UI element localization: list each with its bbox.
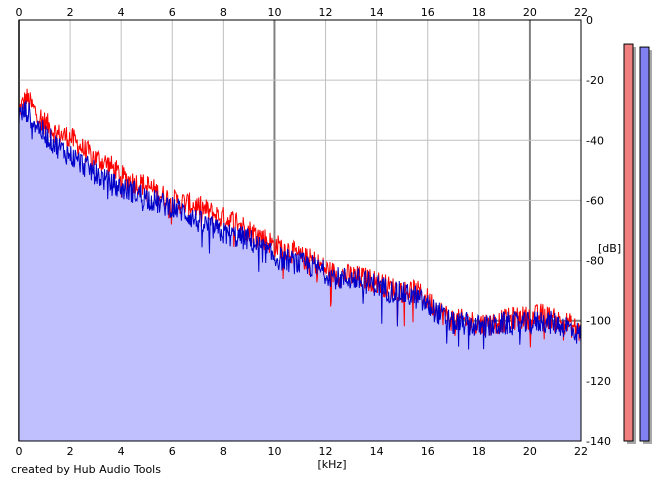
y-axis-label: [dB]	[598, 242, 621, 255]
x-tick-label-bottom: 6	[169, 445, 176, 458]
spectrum-series	[18, 88, 582, 350]
spectrum-fill-area	[19, 100, 581, 441]
x-tick-label-bottom: 22	[574, 445, 588, 458]
x-tick-label-top: 18	[472, 6, 486, 19]
x-tick-label-top: 0	[16, 6, 23, 19]
x-tick-label-bottom: 0	[16, 445, 23, 458]
x-tick-label-top: 16	[421, 6, 435, 19]
x-tick-label-top: 20	[523, 6, 537, 19]
y-axis-ticks: 0 -20 -40 -60 -80 -100 -120 -140	[586, 14, 611, 448]
x-tick-label-bottom: 14	[370, 445, 384, 458]
x-tick-label-bottom: 18	[472, 445, 486, 458]
y-tick-label: -120	[586, 375, 611, 388]
x-tick-label-bottom: 8	[220, 445, 227, 458]
x-axis-label: [kHz]	[318, 458, 347, 471]
y-tick-label: -40	[586, 134, 604, 147]
x-tick-label-top: 8	[220, 6, 227, 19]
spectrum-fill-area	[19, 100, 581, 441]
y-tick-label: -60	[586, 194, 604, 207]
plot-frame	[18, 19, 582, 442]
x-tick-label-bottom: 12	[319, 445, 333, 458]
x-tick-label-top: 12	[319, 6, 333, 19]
plot-border	[18, 19, 582, 442]
y-tick-label: -20	[586, 74, 604, 87]
x-tick-label-bottom: 2	[67, 445, 74, 458]
y-tick-label: -140	[586, 435, 611, 448]
x-tick-label-bottom: 4	[118, 445, 125, 458]
x-tick-label-bottom: 20	[523, 445, 537, 458]
x-tick-label-top: 6	[169, 6, 176, 19]
level-meter-left	[623, 43, 634, 442]
x-tick-label-top: 10	[267, 6, 281, 19]
x-axis-bottom-ticks: 0 2 4 6 8 10 12 14 16 18 20 22	[16, 445, 589, 458]
credit-text: created by Hub Audio Tools	[11, 463, 161, 476]
x-tick-label-bottom: 10	[267, 445, 281, 458]
y-tick-label: 0	[586, 14, 593, 27]
y-tick-label: -80	[586, 255, 604, 268]
x-tick-label-top: 22	[574, 6, 588, 19]
x-tick-label-bottom: 16	[421, 445, 435, 458]
series-line-right	[18, 100, 582, 350]
level-meters	[623, 43, 652, 445]
level-meter-right	[639, 46, 650, 442]
x-tick-label-top: 4	[118, 6, 125, 19]
x-tick-label-top: 14	[370, 6, 384, 19]
x-axis-top-ticks: 0 2 4 6 8 10 12 14 16 18 20 22	[16, 6, 589, 19]
x-tick-label-top: 2	[67, 6, 74, 19]
y-tick-label: -100	[586, 315, 611, 328]
